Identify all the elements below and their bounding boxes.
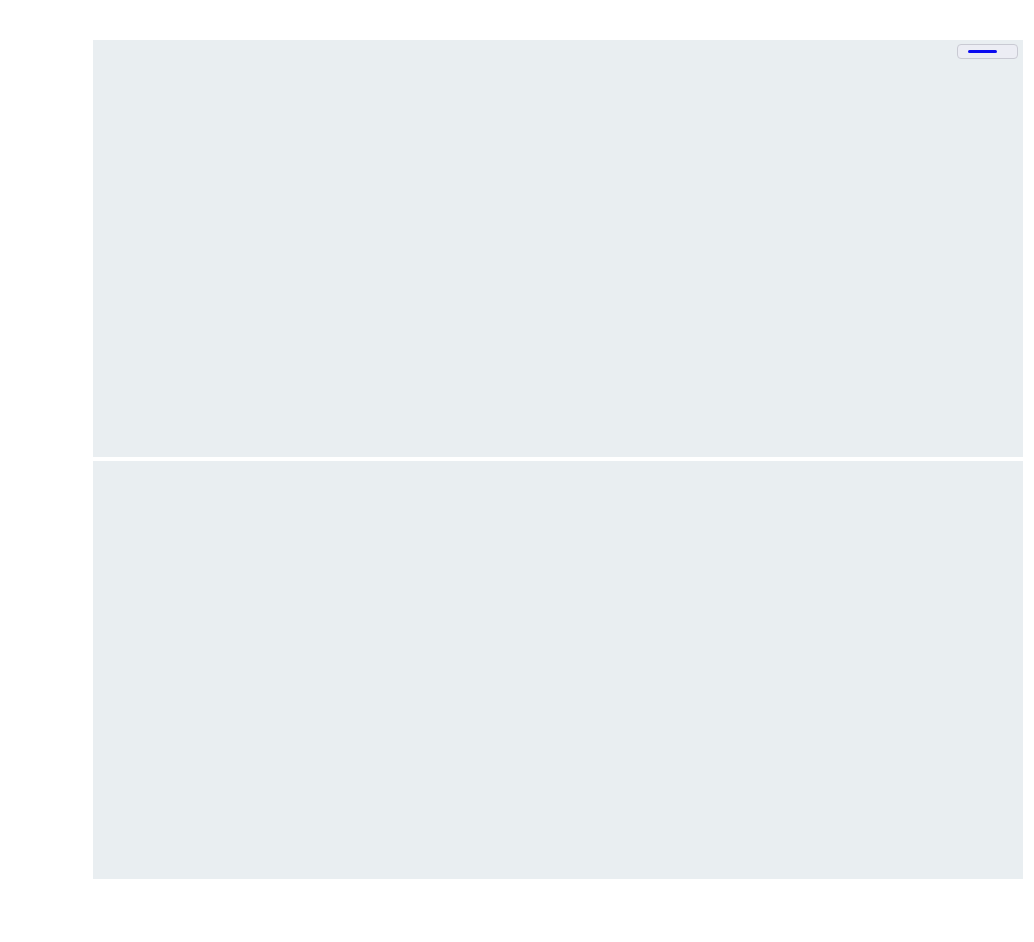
top-plot-area — [93, 40, 1023, 457]
legend-line-icon — [968, 50, 997, 53]
bottom-plot-area — [93, 461, 1023, 879]
figure-root — [0, 0, 1034, 942]
legend — [957, 44, 1018, 59]
